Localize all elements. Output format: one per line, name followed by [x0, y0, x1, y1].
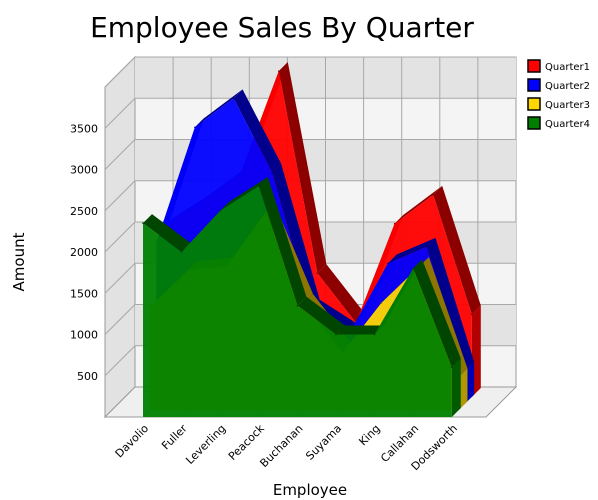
data-point — [271, 171, 273, 174]
y-tick-label: 1500 — [70, 287, 98, 300]
x-tick-label: King — [356, 422, 382, 448]
x-axis-title: Employee — [273, 481, 347, 499]
x-axis-ticks: Davolio FullerLeverlingPeacockBuchananSuy… — [113, 421, 460, 473]
y-axis-ticks: 500 1000 1500 2000 2500 3000 3500 — [70, 122, 98, 383]
series-ribbon-face — [433, 185, 481, 315]
series-ribbon-face — [394, 185, 443, 224]
y-axis-title: Amount — [10, 232, 28, 291]
legend-label: Quarter3 — [545, 100, 590, 111]
data-point — [387, 262, 389, 265]
data-point — [219, 209, 221, 212]
data-point — [258, 185, 260, 187]
legend-swatch — [527, 116, 541, 130]
x-tick-label: Davolio — [113, 422, 152, 461]
legend-swatch — [527, 78, 541, 92]
data-point — [180, 251, 183, 253]
grid-line-side — [104, 304, 136, 335]
series-ribbon-face — [194, 89, 243, 128]
data-point — [425, 246, 428, 248]
x-tick-label: Suyama — [303, 422, 344, 463]
legend-label: Quarter1 — [545, 62, 590, 73]
legend-label: Quarter4 — [545, 119, 590, 130]
grid-line-side — [104, 221, 136, 253]
data-point — [232, 97, 235, 100]
series-areas — [142, 62, 481, 417]
series-ribbon-face — [272, 163, 320, 309]
grid-line-side — [104, 97, 136, 129]
series-end-face — [451, 358, 461, 417]
y-tick-label: 500 — [77, 370, 98, 383]
grid-line-side — [104, 345, 136, 377]
legend: Quarter1 Quarter2 Quarter3 Quarter4 — [527, 59, 590, 130]
series-ribbon-face — [413, 259, 461, 368]
data-point — [335, 333, 337, 336]
y-tick-label: 1000 — [70, 329, 98, 342]
data-point — [451, 366, 453, 369]
series-ribbon-face — [426, 237, 475, 371]
data-point — [373, 333, 376, 336]
data-point — [316, 272, 319, 275]
grid-line-side — [104, 180, 136, 212]
data-point — [471, 313, 473, 316]
series-ribbon-face — [336, 325, 384, 335]
y-tick-label: 2500 — [70, 205, 98, 218]
grid-line-side — [104, 56, 136, 88]
data-point — [142, 222, 144, 224]
legend-label: Quarter2 — [545, 81, 590, 92]
data-point — [380, 302, 383, 304]
data-point — [393, 222, 396, 225]
legend-swatch — [527, 97, 541, 111]
series-ribbon-face — [387, 237, 436, 264]
data-point — [296, 304, 299, 307]
series-ribbon-face — [297, 296, 345, 335]
data-point — [194, 126, 196, 129]
data-point — [278, 70, 280, 72]
series-area — [143, 186, 452, 417]
series-ribbon-face — [317, 264, 365, 323]
data-point — [412, 267, 415, 270]
x-tick-label: Fuller — [159, 422, 190, 453]
grid-line-side — [104, 262, 136, 294]
series-ribbon-face — [220, 177, 268, 211]
series-quarter4 — [142, 177, 461, 417]
series-ribbon-face — [143, 214, 191, 252]
grid-line-side — [104, 139, 136, 170]
y-tick-label: 2000 — [70, 246, 98, 259]
data-point — [432, 194, 435, 196]
chart-title: Employee Sales By Quarter — [90, 11, 474, 44]
y-tick-label: 3000 — [70, 164, 98, 177]
series-ribbon-face — [258, 177, 307, 306]
x-tick-label: Leverling — [183, 422, 228, 467]
series-ribbon-face — [233, 89, 282, 173]
y-tick-label: 3500 — [70, 122, 98, 135]
legend-swatch — [527, 59, 541, 73]
series-ribbon-face — [278, 62, 327, 274]
